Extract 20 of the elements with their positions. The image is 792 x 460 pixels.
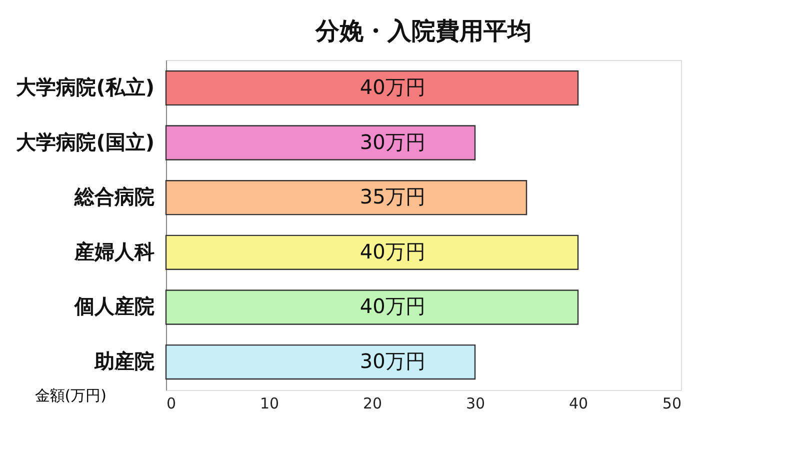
y-tick-label: 産婦人科	[74, 239, 154, 264]
y-tick-label: 大学病院(私立)	[16, 74, 154, 99]
data-label: 40万円	[360, 239, 426, 264]
y-tick-label: 個人産院	[74, 294, 154, 318]
x-tick-label: 50	[662, 394, 682, 412]
data-label: 30万円	[360, 130, 426, 154]
data-label: 40万円	[360, 74, 426, 99]
x-tick-label: 20	[362, 394, 382, 412]
data-label: 30万円	[360, 349, 426, 374]
x-axis-title: 金額(万円)	[34, 386, 106, 404]
y-tick-label: 助産院	[94, 349, 154, 374]
x-tick-label: 30	[466, 394, 486, 412]
x-tick-label: 10	[260, 394, 280, 412]
x-tick-label: 0	[166, 394, 176, 412]
chart-title: 分娩・入院費用平均	[314, 17, 532, 45]
x-tick-label: 40	[568, 394, 588, 412]
data-label: 40万円	[360, 294, 426, 318]
y-tick-label: 総合病院	[74, 184, 154, 209]
y-tick-label: 大学病院(国立)	[16, 130, 154, 154]
data-label: 35万円	[360, 184, 426, 209]
